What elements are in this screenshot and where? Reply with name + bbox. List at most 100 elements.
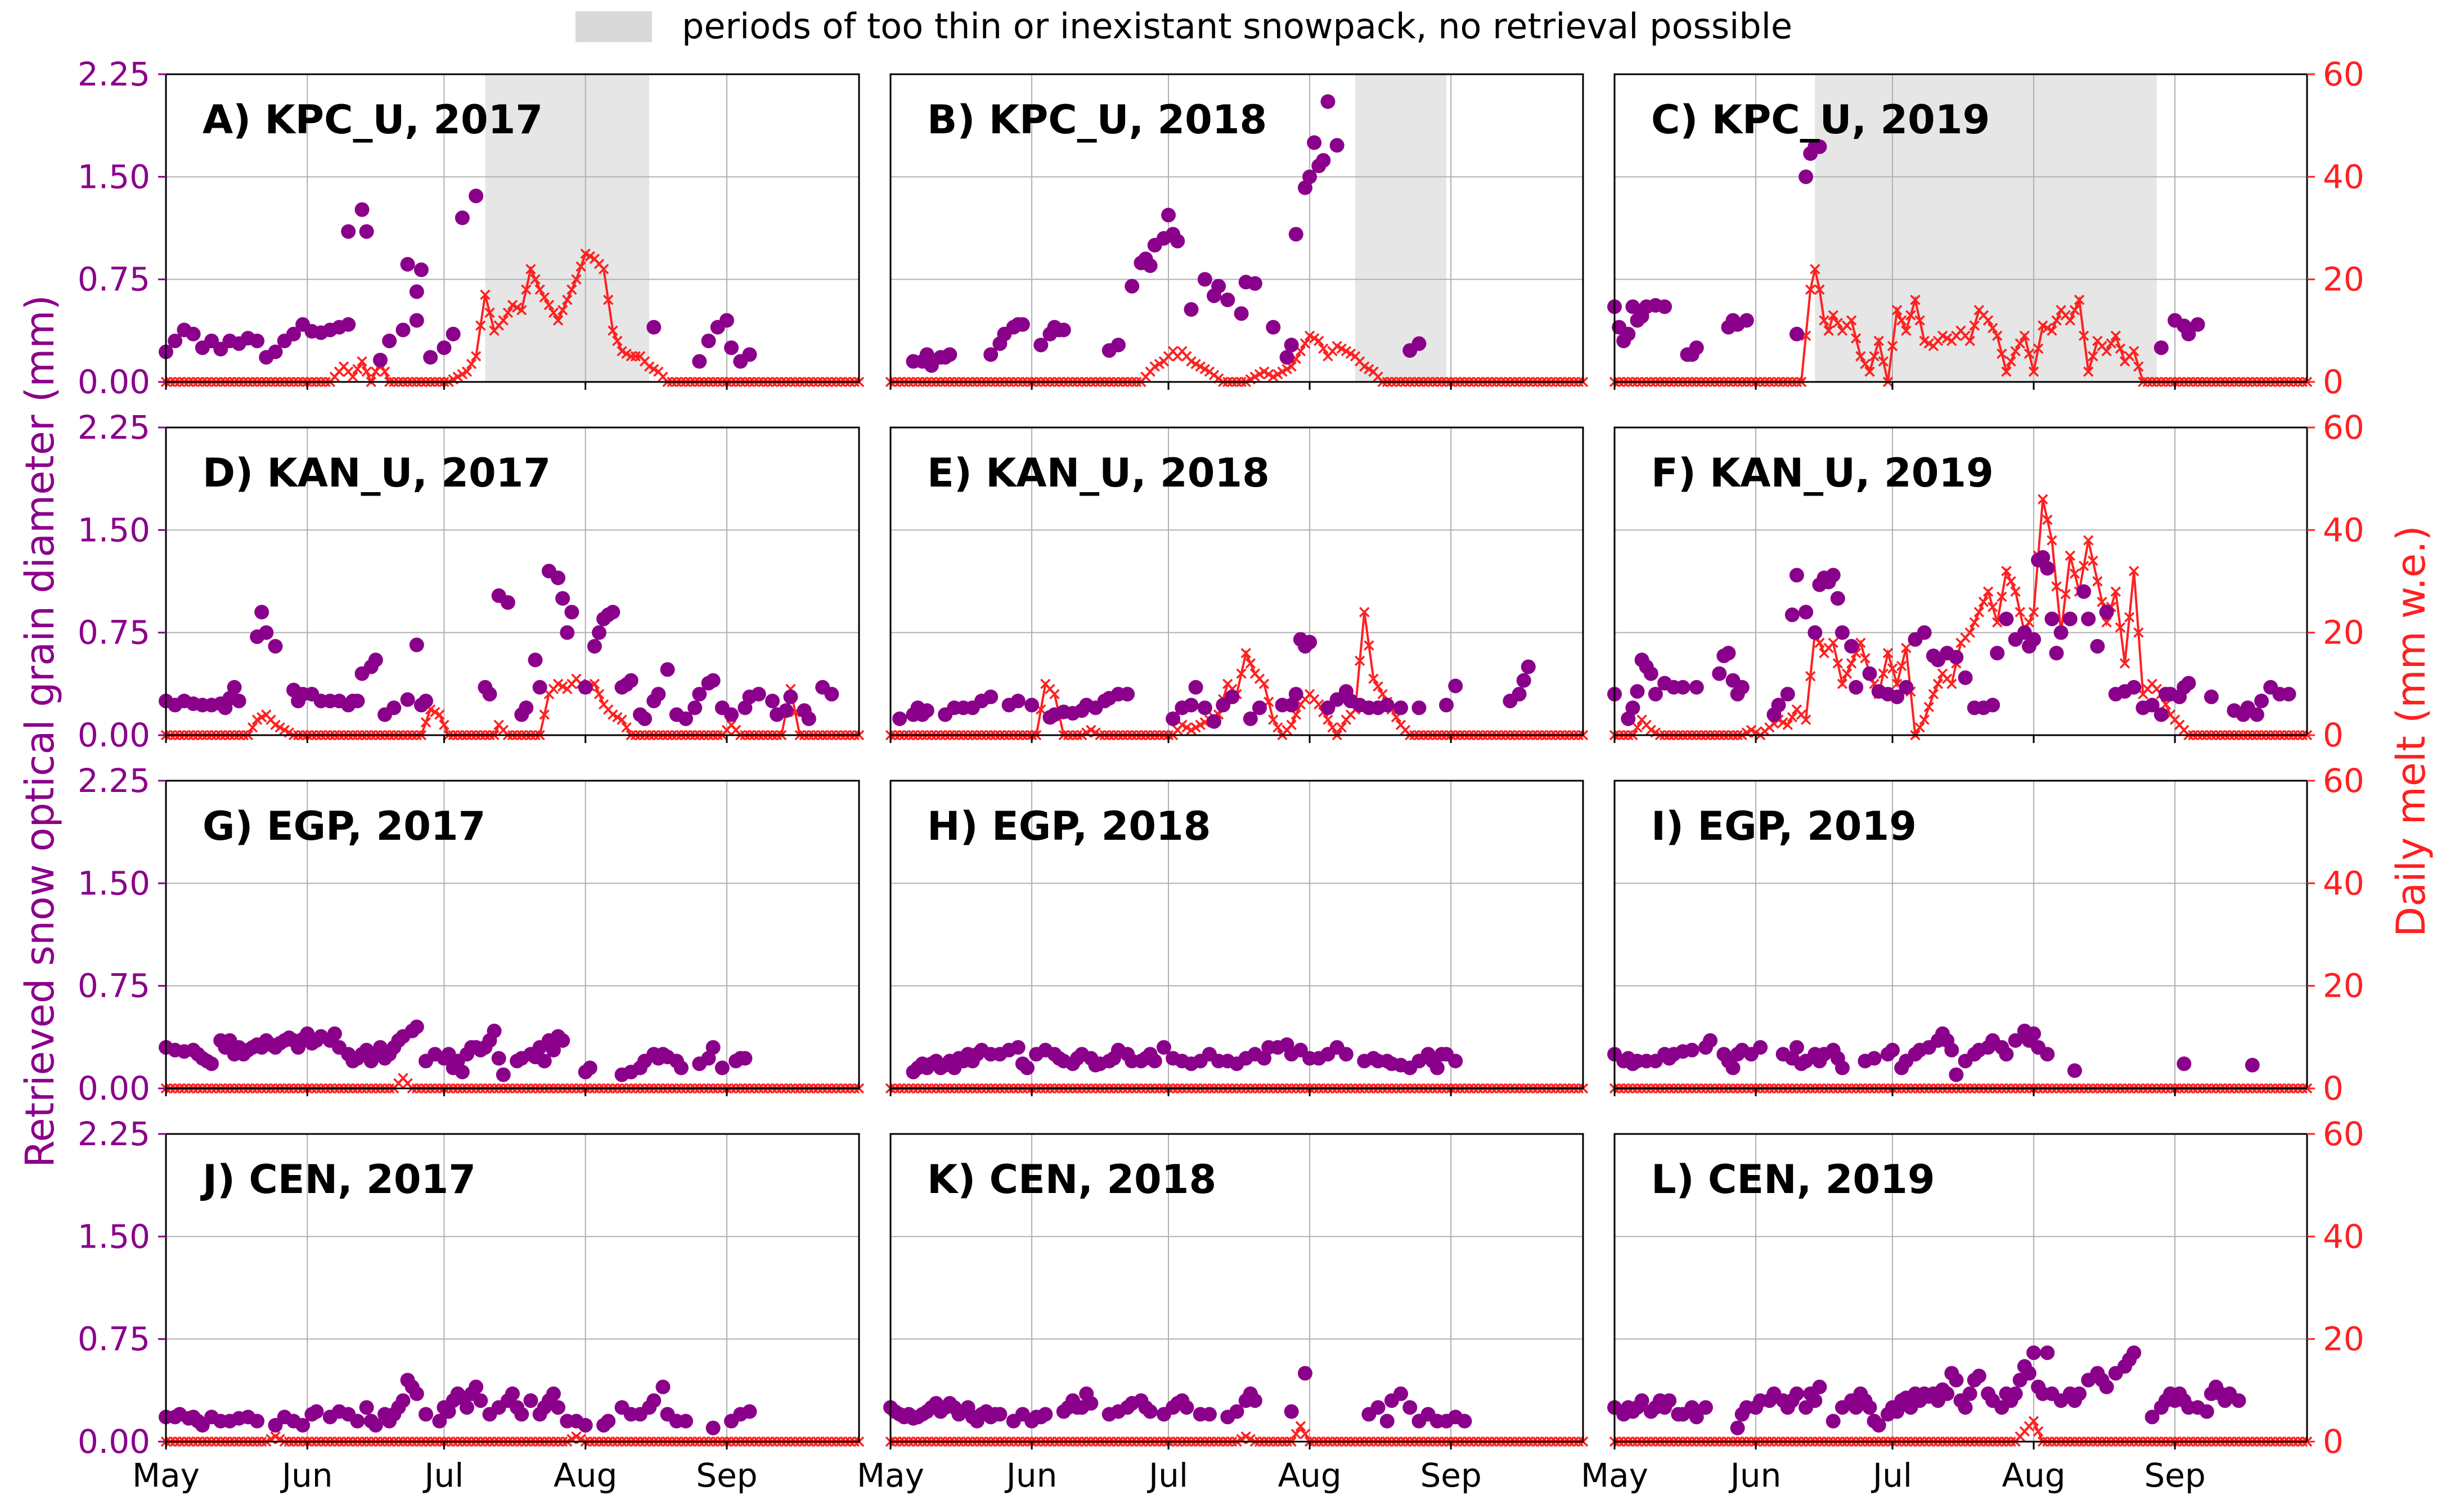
melt-point: [370, 366, 381, 377]
grain-point: [779, 703, 794, 718]
melt-point: [1891, 305, 1903, 316]
grain-point: [1284, 697, 1299, 713]
melt-point: [530, 274, 541, 285]
grain-point: [2245, 1057, 2260, 1073]
melt-point: [617, 714, 627, 725]
melt-point: [548, 307, 559, 318]
melt-point: [2065, 315, 2076, 326]
melt-point: [2001, 366, 2012, 377]
melt-point: [2069, 305, 2080, 316]
grain-point: [582, 1060, 597, 1075]
grain-point: [1689, 1410, 1704, 1425]
panel-F: F) KAN_U, 2019 0 20 40 60: [1607, 408, 2364, 754]
grain-point: [1958, 1400, 1973, 1415]
grain-point: [1411, 700, 1427, 715]
y-tick-label-right: 20: [2323, 967, 2364, 1005]
grain-point: [2021, 1366, 2036, 1381]
grain-point: [1393, 700, 1409, 715]
melt-point: [352, 363, 363, 375]
melt-point: [1240, 647, 1251, 659]
grain-point: [268, 344, 283, 359]
grain-points: [883, 1366, 1472, 1429]
melt-point: [630, 351, 641, 362]
melt-point: [2129, 566, 2139, 577]
x-tick-label: Sep: [2144, 1456, 2205, 1495]
melt-point: [1323, 714, 1333, 725]
panel-frame: [165, 1133, 860, 1443]
melt-point: [1273, 722, 1283, 733]
grain-points: [906, 94, 1427, 373]
grain-point: [623, 673, 639, 688]
panel-title: A) KPC_U, 2017: [203, 97, 543, 143]
melt-point: [1914, 722, 1925, 733]
y-tick-label-right: 40: [2323, 511, 2364, 549]
grain-point: [1834, 625, 1850, 640]
grain-point: [2153, 707, 2169, 722]
melt-point: [361, 366, 372, 377]
grain-point: [514, 1407, 529, 1422]
grain-point: [1675, 679, 1690, 695]
grain-point: [2026, 1345, 2042, 1360]
grain-point: [2035, 550, 2051, 565]
grain-point: [892, 711, 907, 726]
x-tick-label: Aug: [2002, 1456, 2065, 1495]
y-tick-label-left: 2.25: [78, 1115, 150, 1153]
grain-point: [1038, 1407, 1053, 1422]
y-tick-label-right: 20: [2323, 1320, 2364, 1358]
grain-point: [423, 350, 438, 365]
melt-point: [247, 722, 258, 733]
shade-period: [485, 74, 650, 382]
melt-point: [1810, 264, 1820, 274]
panel-title: L) CEN, 2019: [1651, 1156, 1935, 1203]
melt-point: [2038, 494, 2048, 505]
melt-point: [2115, 343, 2126, 354]
grain-point: [824, 687, 839, 702]
grain-point: [368, 652, 383, 668]
grain-point: [505, 1386, 520, 1401]
grain-point: [1243, 711, 1258, 726]
melt-point: [2010, 586, 2021, 597]
y-tick-label-left: 0.00: [78, 716, 150, 754]
melt-point: [516, 305, 527, 316]
melt-point: [1800, 714, 1811, 725]
melt-point: [1819, 315, 1829, 326]
panel-frame: [1613, 426, 2308, 736]
grain-point: [400, 256, 415, 272]
grain-point: [1999, 611, 2014, 627]
grain-point: [714, 1060, 730, 1075]
panel-title: I) EGP, 2019: [1651, 803, 1917, 849]
melt-point: [1855, 351, 1866, 362]
melt-point: [2088, 555, 2098, 566]
grain-point: [168, 334, 183, 349]
grain-point: [1721, 646, 1736, 661]
melt-point: [1359, 606, 1370, 618]
grain-point: [801, 711, 816, 726]
grain-point: [701, 334, 716, 349]
grain-point: [578, 679, 593, 695]
grain-point: [678, 1414, 693, 1429]
grain-point: [551, 1400, 566, 1415]
melt-point: [1814, 637, 1825, 649]
melt-markers: [885, 606, 1589, 741]
grain-point: [587, 638, 602, 654]
grain-point: [1789, 568, 1804, 583]
melt-point: [461, 366, 473, 377]
melt-markers: [1609, 494, 2313, 741]
melt-point: [1946, 678, 1957, 690]
grain-point: [409, 1019, 424, 1034]
grain-point: [1739, 313, 1754, 328]
grain-point: [1033, 337, 1049, 353]
grain-point: [1457, 1414, 1472, 1429]
grain-point: [705, 1040, 721, 1055]
melt-point: [621, 722, 632, 733]
melt-point: [480, 289, 491, 300]
panel-title: B) KPC_U, 2018: [927, 97, 1267, 143]
melt-point: [2110, 586, 2121, 597]
grain-point: [678, 711, 693, 726]
melt-point: [1832, 658, 1843, 669]
melt-point: [1336, 722, 1347, 733]
grain-point: [738, 700, 753, 715]
melt-point: [1632, 722, 1643, 733]
panel-D: D) KAN_U, 2017 0.00 0.75 1.50 2.25: [78, 408, 865, 754]
grain-point: [327, 1026, 342, 1041]
